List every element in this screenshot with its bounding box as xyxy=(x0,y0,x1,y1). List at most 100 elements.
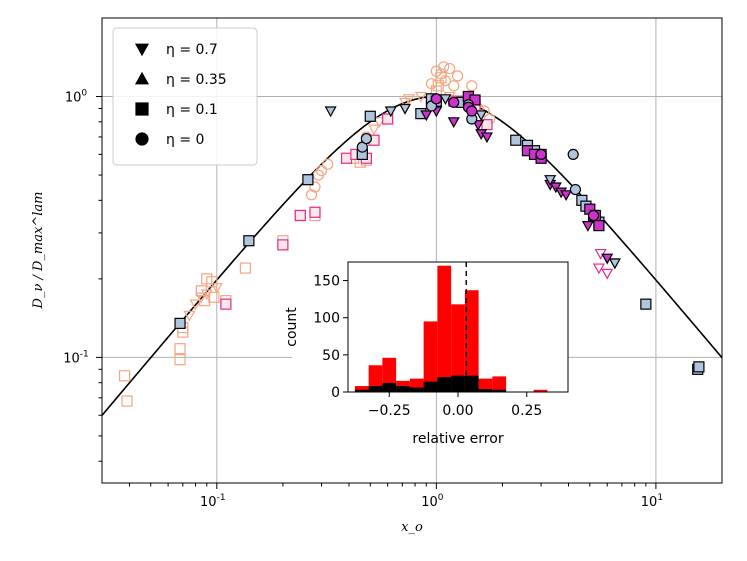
data-point xyxy=(121,395,133,407)
data-point xyxy=(592,263,605,275)
x-axis-label: x_o xyxy=(401,520,423,535)
legend-label: η = 0.1 xyxy=(166,102,218,118)
inset-y-tick-label: 100 xyxy=(313,311,340,327)
data-point xyxy=(382,113,394,125)
data-point xyxy=(294,209,306,222)
data-point xyxy=(569,183,582,196)
x-tick-exponent: -1 xyxy=(217,493,226,503)
data-point xyxy=(601,268,614,280)
histogram-bar xyxy=(451,304,465,392)
inset-y-label: count xyxy=(284,307,300,347)
y-tick-exponent: 0 xyxy=(81,89,87,99)
data-point xyxy=(549,182,562,194)
data-point xyxy=(384,106,397,118)
histogram-bar xyxy=(464,375,479,392)
data-point xyxy=(438,61,450,73)
histogram-bar xyxy=(409,387,424,392)
histogram-series-subset xyxy=(354,375,507,392)
data-point xyxy=(210,283,223,294)
data-point xyxy=(475,110,488,122)
inset-histogram: −0.25 0.00 0.25 0 50 100 150 relative error co… xyxy=(284,261,569,447)
histogram-bar xyxy=(382,383,397,392)
histogram-bar xyxy=(492,389,507,392)
data-point xyxy=(399,97,412,109)
data-point xyxy=(220,298,232,310)
inset-x-tick-label: −0.25 xyxy=(368,403,411,419)
data-point xyxy=(206,276,218,288)
data-point xyxy=(420,110,433,122)
histogram-bar xyxy=(464,290,479,392)
data-point xyxy=(174,343,186,355)
data-point xyxy=(364,110,376,122)
legend-marker xyxy=(135,132,149,146)
data-point xyxy=(402,94,415,106)
inset-y-tick-label: 50 xyxy=(322,348,340,364)
legend-label: η = 0.35 xyxy=(166,72,227,88)
x-tick-exponent: 1 xyxy=(657,493,663,503)
data-point xyxy=(481,119,493,131)
histogram-bar xyxy=(368,386,383,392)
data-point xyxy=(439,94,452,106)
data-point xyxy=(640,298,652,310)
data-point xyxy=(444,62,456,75)
data-point xyxy=(315,165,328,177)
data-point xyxy=(439,75,452,87)
data-point xyxy=(560,190,573,202)
data-point xyxy=(414,91,427,103)
legend-label: η = 0 xyxy=(166,132,204,148)
histogram-bar xyxy=(492,376,507,392)
legend-marker xyxy=(134,71,150,85)
y-tick-exponent: -1 xyxy=(80,349,89,359)
inset-x-tick-label: 0.00 xyxy=(442,403,473,419)
data-point xyxy=(425,78,438,90)
histogram-bar xyxy=(368,365,383,392)
data-point xyxy=(118,370,131,382)
x-tick-exponent: 0 xyxy=(438,493,444,503)
histogram-bar xyxy=(437,377,452,392)
histogram-bar xyxy=(478,378,493,392)
data-point xyxy=(581,221,594,232)
data-point xyxy=(466,105,478,117)
inset-y-tick-label: 0 xyxy=(331,385,340,401)
histogram-bar xyxy=(423,321,438,392)
histogram-bar xyxy=(396,386,410,392)
histogram-bar xyxy=(354,386,369,392)
data-point xyxy=(544,175,557,186)
data-point xyxy=(340,152,353,164)
scatter-points xyxy=(118,61,705,407)
legend-marker xyxy=(135,102,149,116)
legend-label: η = 0.7 xyxy=(166,42,218,58)
data-point xyxy=(309,181,321,193)
data-point xyxy=(367,124,381,136)
inset-x-label: relative error xyxy=(412,431,503,447)
histogram-bar xyxy=(478,389,493,392)
data-point xyxy=(208,291,220,303)
data-point xyxy=(322,158,334,170)
data-point xyxy=(693,361,705,373)
data-point xyxy=(189,299,202,311)
data-point xyxy=(587,209,600,222)
series-steel-blue-down-triangles xyxy=(324,94,621,270)
data-point xyxy=(373,117,386,129)
data-point xyxy=(183,310,196,322)
data-point xyxy=(608,258,621,270)
data-point xyxy=(567,148,579,161)
histogram-bar xyxy=(437,265,452,392)
legend-box xyxy=(112,27,258,166)
data-point xyxy=(480,132,493,144)
data-point xyxy=(324,106,337,118)
histogram-bar xyxy=(423,381,438,392)
data-point xyxy=(448,96,460,108)
data-point xyxy=(360,132,372,145)
histogram-bar xyxy=(354,389,369,392)
legend-marker xyxy=(134,43,150,57)
data-point xyxy=(239,262,252,274)
data-point xyxy=(448,80,460,92)
inset-x-tick-label: 0.25 xyxy=(511,403,542,419)
data-point xyxy=(535,148,547,161)
data-point xyxy=(447,117,460,129)
main-axes-frame xyxy=(101,17,723,484)
histogram-bar xyxy=(451,375,465,392)
data-point xyxy=(593,220,605,232)
legend: η = 0.7 η = 0.35 η = 0.1 η = 0 xyxy=(112,27,258,166)
